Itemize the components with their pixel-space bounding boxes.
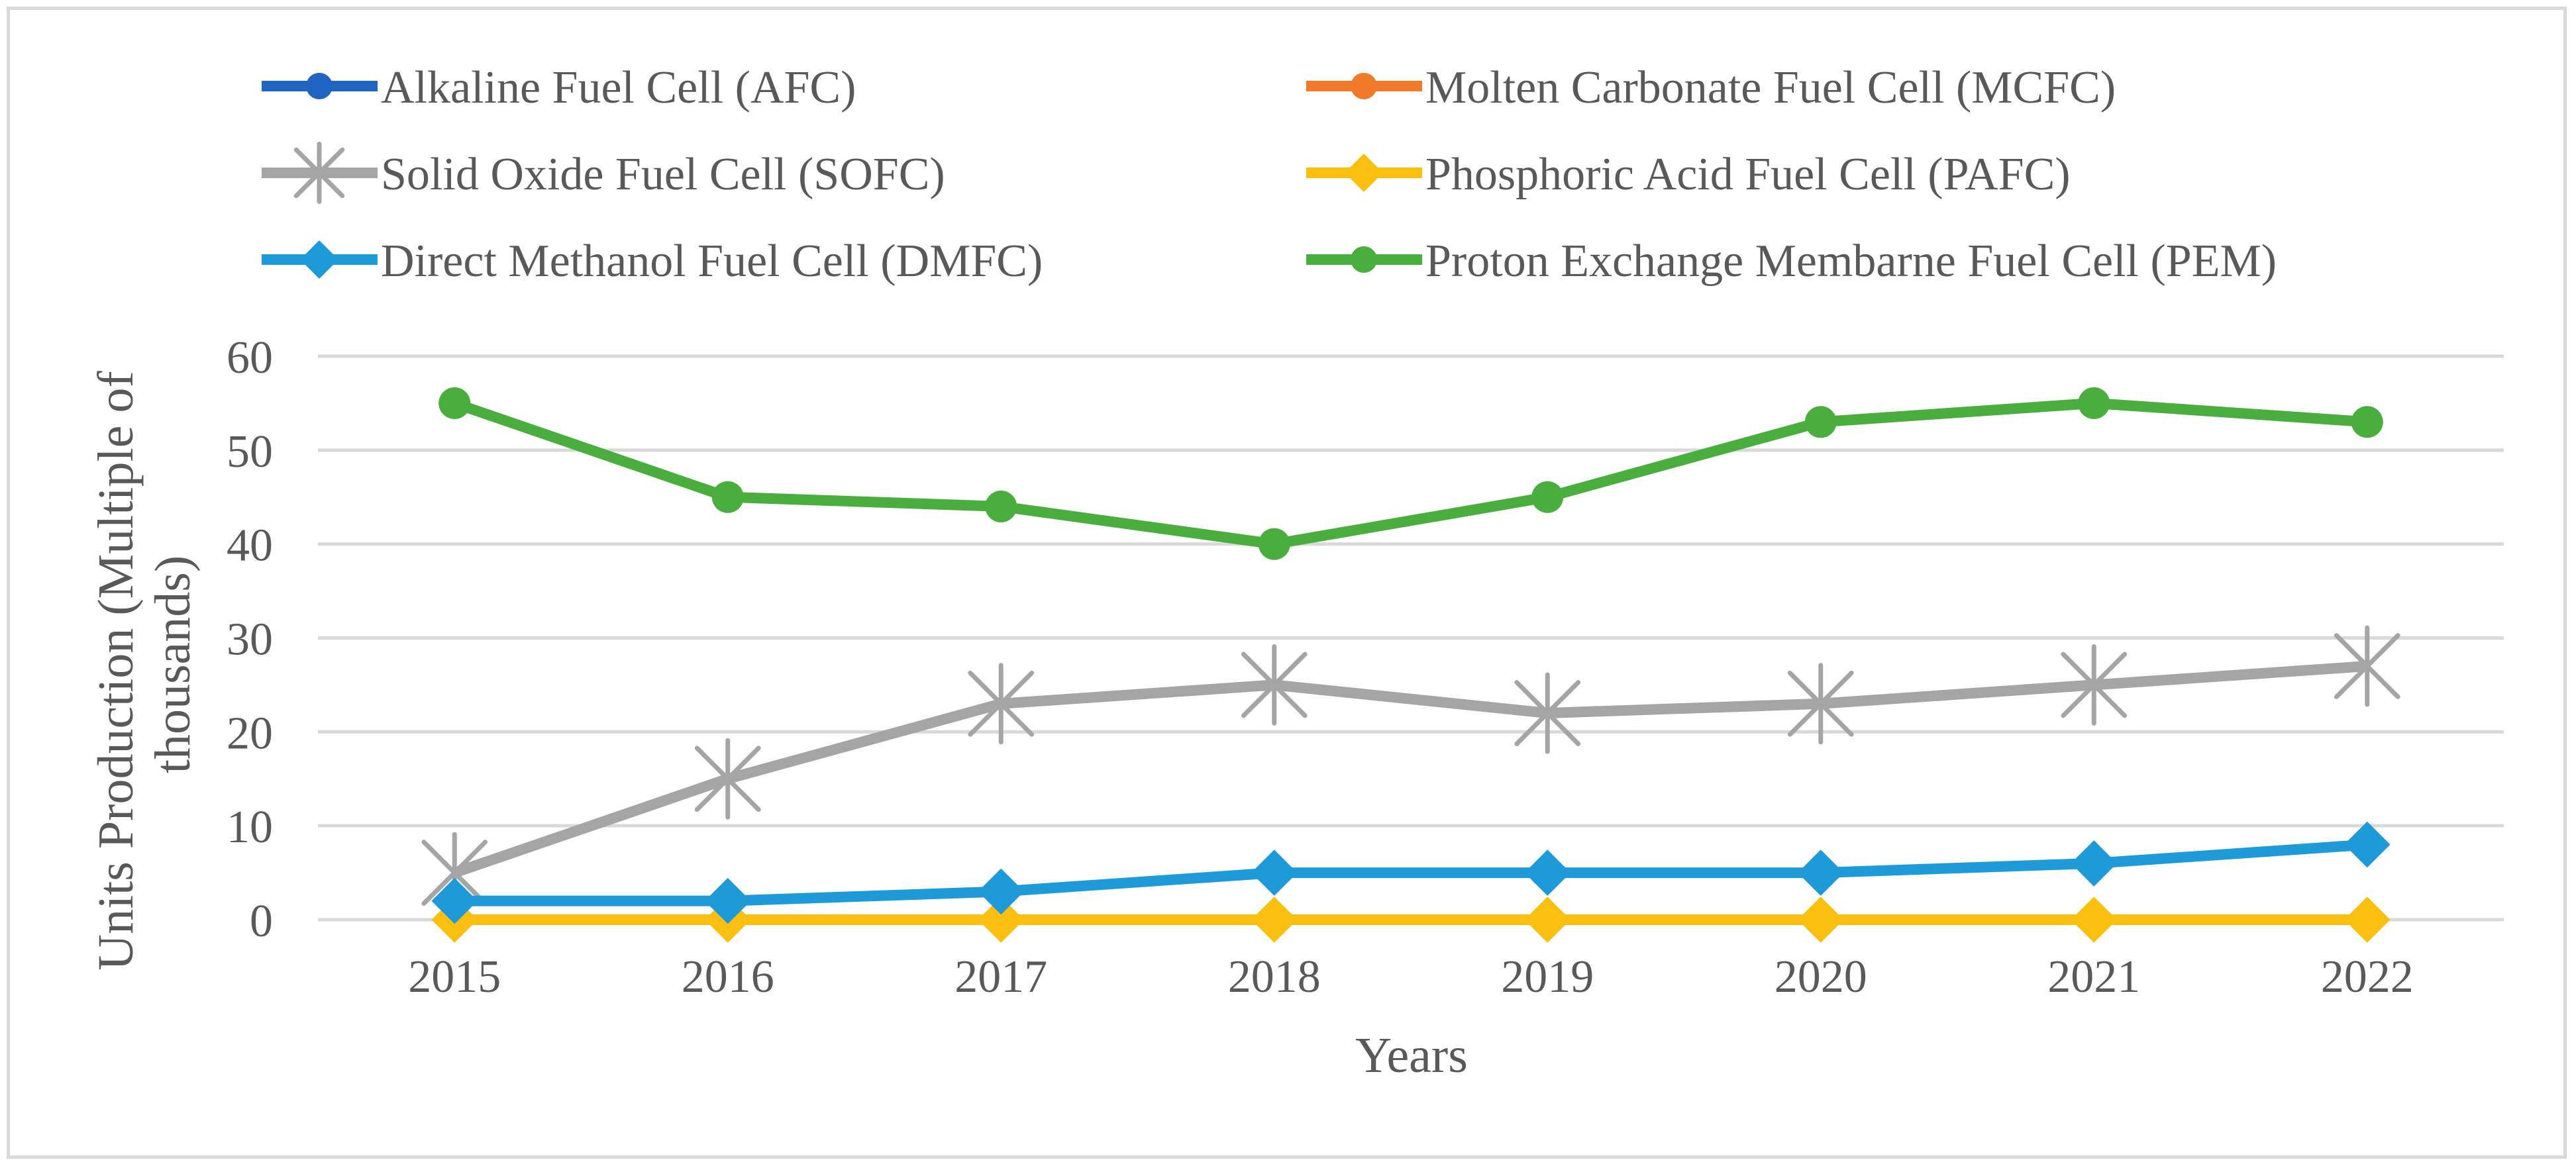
legend-label: Solid Oxide Fuel Cell (SOFC) [381, 149, 945, 200]
x-tick-label: 2020 [1775, 951, 1867, 1002]
data-point [1241, 644, 1308, 726]
data-point [1251, 897, 1298, 943]
y-tick-label: 30 [227, 614, 273, 665]
x-axis-label: Years [1355, 1028, 1468, 1083]
data-point [694, 738, 761, 820]
y-axis-ticks: 0 10 20 30 40 50 60 [227, 332, 273, 947]
x-tick-label: 2017 [954, 951, 1047, 1002]
data-point [431, 877, 478, 924]
data-point [1514, 672, 1581, 754]
data-point [704, 877, 751, 924]
data-point [2334, 625, 2400, 707]
x-tick-label: 2022 [2321, 951, 2414, 1002]
data-point [1524, 897, 1571, 943]
legend-marker [306, 73, 333, 99]
x-tick-label: 2021 [2047, 951, 2140, 1002]
y-tick-label: 50 [227, 426, 273, 477]
y-tick-label: 0 [250, 896, 273, 947]
legend-label: Proton Exchange Membarne Fuel Cell (PEM) [1425, 236, 2277, 287]
legend-label: Direct Methanol Fuel Cell (DMFC) [381, 236, 1043, 287]
legend: Alkaline Fuel Cell (AFC) Molten Carbonate… [262, 62, 2277, 287]
gridlines [318, 354, 2504, 922]
data-point [2071, 897, 2118, 943]
data-point [1524, 850, 1571, 896]
series-line [452, 397, 2368, 550]
data-point [1258, 528, 1290, 560]
series-line [452, 661, 2368, 878]
data-point [2071, 840, 2118, 887]
series-4 [431, 821, 2391, 924]
data-point [1797, 897, 1844, 943]
series-2 [421, 625, 2400, 914]
legend-marker [293, 142, 345, 204]
data-point [978, 897, 1025, 943]
chart-frame [7, 7, 2567, 1159]
y-tick-label: 10 [227, 802, 273, 853]
data-point [2351, 406, 2383, 438]
data-point [1797, 850, 1844, 896]
y-axis-label-line-2: thousands) [145, 556, 201, 773]
series-line [454, 839, 2368, 906]
y-tick-label: 20 [227, 708, 273, 759]
legend-item: Solid Oxide Fuel Cell (SOFC) [262, 142, 945, 204]
data-point [2344, 897, 2391, 943]
x-tick-label: 2019 [1501, 951, 1594, 1002]
x-tick-label: 2015 [408, 951, 501, 1002]
y-tick-label: 40 [227, 520, 273, 571]
series-group [421, 387, 2400, 943]
legend-label: Molten Carbonate Fuel Cell (MCFC) [1425, 62, 2116, 113]
legend-item: Alkaline Fuel Cell (AFC) [262, 62, 856, 113]
data-point [985, 490, 1017, 522]
series-5 [438, 387, 2383, 560]
legend-marker [1345, 154, 1383, 192]
data-point [2078, 387, 2110, 419]
y-axis-label: Units Production (Multiple of thousands) [88, 358, 201, 971]
series-3 [431, 897, 2391, 943]
data-point [1804, 406, 1837, 438]
legend-item: Proton Exchange Membarne Fuel Cell (PEM) [1306, 236, 2277, 287]
data-point [978, 868, 1025, 915]
legend-item: Molten Carbonate Fuel Cell (MCFC) [1306, 62, 2116, 113]
x-axis-ticks: 2015 2016 2017 2018 2019 2020 2021 2022 [408, 951, 2414, 1002]
data-point [438, 387, 471, 419]
legend-marker [300, 240, 338, 279]
x-tick-label: 2016 [682, 951, 774, 1002]
y-tick-label: 60 [227, 332, 273, 383]
data-point [2344, 821, 2391, 868]
legend-marker [1351, 246, 1377, 273]
legend-label: Phosphoric Acid Fuel Cell (PAFC) [1425, 149, 2071, 200]
y-axis-label-line-1: Units Production (Multiple of [88, 371, 144, 971]
data-point [1531, 481, 1564, 513]
legend-item: Phosphoric Acid Fuel Cell (PAFC) [1306, 149, 2071, 200]
legend-marker [1351, 73, 1377, 99]
data-point [2061, 644, 2128, 726]
data-point [1787, 663, 1854, 745]
data-point [1251, 850, 1298, 896]
x-tick-label: 2018 [1228, 951, 1321, 1002]
data-point [711, 481, 744, 513]
legend-item: Direct Methanol Fuel Cell (DMFC) [262, 236, 1043, 287]
data-point [968, 663, 1035, 745]
legend-label: Alkaline Fuel Cell (AFC) [381, 62, 856, 113]
